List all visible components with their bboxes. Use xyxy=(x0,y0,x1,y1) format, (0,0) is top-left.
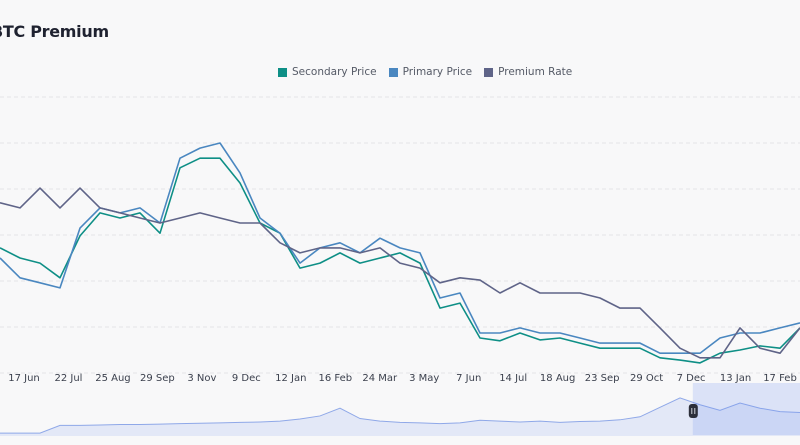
x-tick-label: 7 Dec xyxy=(677,373,706,384)
legend-label: Primary Price xyxy=(402,66,473,78)
navigator-selection[interactable] xyxy=(692,383,800,435)
chart-title: BTC Premium xyxy=(0,22,109,41)
legend-label: Premium Rate xyxy=(498,66,573,78)
x-tick-label: 25 Aug xyxy=(95,373,130,384)
legend: Secondary Price Primary Price Premium Ra… xyxy=(278,66,572,78)
x-tick-label: 22 Jul xyxy=(54,373,82,384)
x-tick-label: 3 May xyxy=(409,373,439,384)
legend-item-primary-price[interactable]: Primary Price xyxy=(388,66,473,78)
legend-item-premium-rate[interactable]: Premium Rate xyxy=(484,66,572,78)
x-tick-label: 18 Aug xyxy=(540,373,575,384)
series-line-primary-price xyxy=(0,142,800,355)
x-tick-label: 23 Sep xyxy=(585,373,620,384)
x-tick-label: 9 Dec xyxy=(232,373,261,384)
x-tick-label: 7 Jun xyxy=(456,373,481,384)
x-tick-label: 16 Feb xyxy=(318,373,352,384)
navigator-line xyxy=(0,397,800,434)
x-tick-label: 14 Jul xyxy=(499,373,527,384)
x-tick-label: 17 Feb xyxy=(763,373,797,384)
legend-label: Secondary Price xyxy=(292,66,377,78)
primary-price-swatch xyxy=(388,67,398,77)
x-tick-label: 3 Nov xyxy=(187,373,216,384)
x-tick-label: 13 Jan xyxy=(720,373,751,384)
secondary-price-swatch xyxy=(278,67,287,77)
x-tick-label: 17 Jun xyxy=(8,373,40,384)
navigator-handle-left[interactable] xyxy=(688,404,698,418)
x-tick-label: 24 Mar xyxy=(362,373,398,384)
premium-rate-swatch xyxy=(484,67,494,77)
x-tick-label: 12 Jan xyxy=(275,373,306,384)
x-tick-label: 29 Oct xyxy=(630,373,663,384)
x-tick-label: 29 Sep xyxy=(140,373,175,384)
navigator-area xyxy=(0,397,800,436)
legend-item-secondary-price[interactable]: Secondary Price xyxy=(278,66,377,78)
series-line-premium-rate xyxy=(0,187,800,359)
series-line-secondary-price xyxy=(0,157,800,364)
